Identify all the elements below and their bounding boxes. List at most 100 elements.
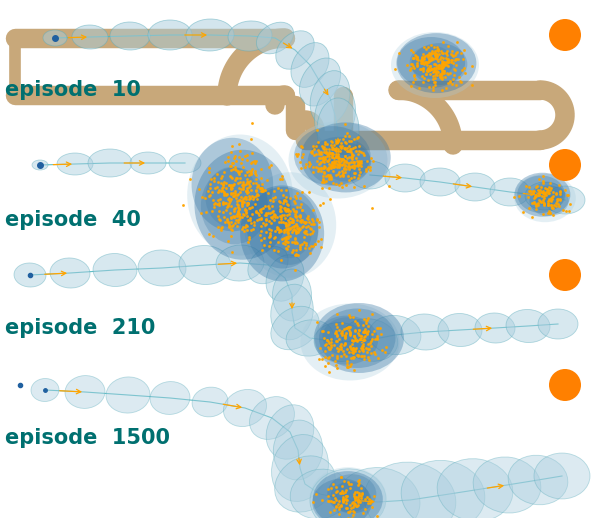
- Point: [233, 200, 243, 209]
- Point: [338, 498, 348, 506]
- Point: [258, 187, 268, 195]
- Point: [451, 51, 460, 59]
- Point: [279, 228, 288, 236]
- Point: [333, 331, 342, 339]
- Point: [428, 72, 437, 80]
- Point: [263, 189, 273, 197]
- Point: [292, 227, 301, 236]
- Point: [331, 144, 340, 152]
- Point: [251, 187, 260, 195]
- Point: [230, 204, 240, 212]
- Point: [336, 329, 346, 337]
- Point: [324, 160, 334, 168]
- Point: [275, 205, 284, 213]
- Point: [429, 55, 438, 64]
- Point: [362, 348, 372, 356]
- Point: [417, 59, 427, 67]
- Point: [288, 248, 297, 256]
- Point: [525, 186, 535, 195]
- Point: [205, 183, 214, 192]
- Point: [227, 183, 236, 191]
- Point: [226, 172, 236, 181]
- Point: [227, 226, 236, 234]
- Point: [344, 508, 353, 516]
- Point: [311, 490, 321, 498]
- Point: [324, 166, 333, 175]
- Point: [215, 195, 225, 204]
- Point: [348, 152, 357, 161]
- Point: [220, 178, 229, 186]
- Point: [234, 140, 243, 149]
- Point: [421, 70, 430, 78]
- Point: [432, 46, 442, 54]
- Point: [284, 241, 293, 250]
- Point: [280, 213, 289, 222]
- Point: [546, 195, 555, 204]
- Point: [313, 138, 323, 146]
- Point: [229, 165, 238, 174]
- Point: [269, 210, 278, 219]
- Point: [530, 194, 539, 202]
- Point: [350, 499, 359, 507]
- Point: [435, 50, 444, 58]
- Point: [451, 55, 461, 63]
- Point: [363, 344, 373, 353]
- Point: [356, 332, 365, 340]
- Point: [451, 81, 461, 90]
- Point: [295, 225, 304, 234]
- Point: [360, 327, 369, 335]
- Point: [214, 186, 224, 194]
- Point: [276, 256, 286, 264]
- Point: [358, 345, 368, 353]
- Point: [459, 55, 468, 63]
- Point: [251, 208, 260, 216]
- Point: [315, 160, 324, 168]
- Point: [527, 199, 537, 207]
- Point: [536, 183, 546, 191]
- Point: [321, 145, 331, 153]
- Point: [243, 178, 253, 186]
- Point: [460, 69, 469, 77]
- Point: [269, 187, 279, 195]
- Point: [326, 173, 335, 181]
- Point: [291, 228, 301, 236]
- Point: [251, 179, 260, 188]
- Point: [283, 232, 292, 240]
- Point: [314, 148, 323, 156]
- Point: [295, 245, 305, 253]
- Point: [249, 193, 259, 201]
- Point: [253, 209, 263, 218]
- Point: [425, 62, 435, 70]
- Point: [217, 222, 227, 231]
- Point: [292, 150, 301, 158]
- Point: [283, 206, 292, 214]
- Ellipse shape: [529, 185, 569, 217]
- Point: [327, 149, 336, 157]
- Point: [346, 323, 355, 331]
- Ellipse shape: [312, 479, 372, 518]
- Point: [297, 240, 306, 248]
- Point: [208, 232, 218, 240]
- Point: [323, 171, 333, 179]
- Point: [430, 60, 440, 68]
- Point: [345, 508, 354, 516]
- Ellipse shape: [240, 185, 324, 281]
- Point: [342, 357, 352, 365]
- Point: [237, 200, 246, 209]
- Point: [215, 215, 225, 224]
- Point: [275, 226, 285, 234]
- Point: [344, 480, 353, 488]
- Point: [369, 348, 379, 356]
- Point: [300, 219, 310, 227]
- Point: [297, 206, 307, 214]
- Point: [288, 238, 297, 247]
- Point: [548, 188, 558, 196]
- Point: [370, 350, 379, 358]
- Point: [524, 183, 533, 191]
- Point: [326, 175, 336, 183]
- Point: [336, 488, 345, 497]
- Point: [270, 233, 279, 241]
- Point: [338, 170, 348, 179]
- Ellipse shape: [490, 178, 530, 206]
- Point: [200, 194, 210, 202]
